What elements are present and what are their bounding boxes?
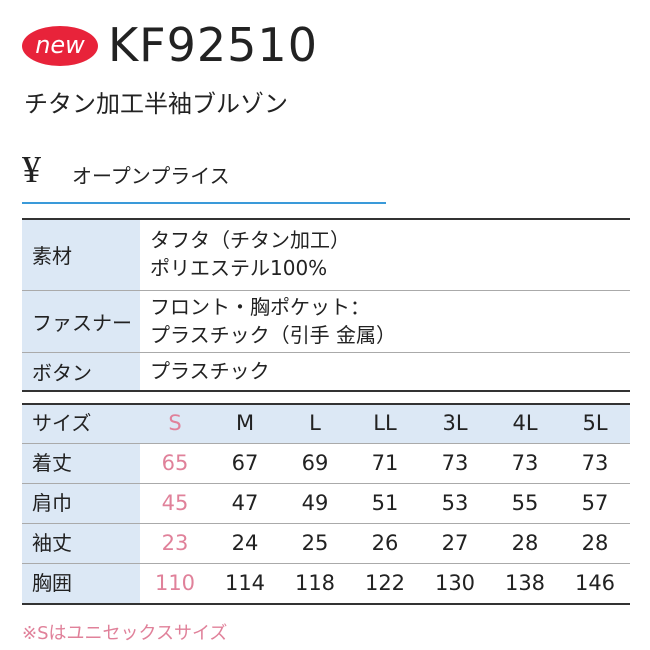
size-row-label: 袖丈 [32, 531, 72, 555]
size-value: 55 [511, 491, 539, 515]
size-value: 73 [581, 451, 609, 475]
size-value: 49 [301, 491, 329, 515]
size-value: 51 [371, 491, 399, 515]
spec-label: ファスナー [22, 290, 140, 352]
spec-value: タフタ（チタン加工） [150, 228, 350, 252]
size-value: 118 [294, 571, 336, 595]
size-value: 53 [441, 491, 469, 515]
product-name: チタン加工半袖ブルゾン [24, 90, 288, 118]
spec-value: プラスチック [150, 359, 270, 383]
size-value: 4L [512, 411, 538, 435]
size-value: 45 [161, 491, 189, 515]
size-value: 23 [161, 531, 189, 555]
size-row-label: 着丈 [32, 451, 72, 475]
size-value: M [235, 411, 255, 435]
size-label-bg [22, 443, 140, 483]
size-value: 28 [511, 531, 539, 555]
size-row-label: 肩巾 [32, 491, 72, 515]
size-value: 57 [581, 491, 609, 515]
size-value: 47 [231, 491, 259, 515]
size-value: 26 [371, 531, 399, 555]
rule [22, 523, 630, 524]
rule [22, 403, 630, 405]
size-value: 130 [434, 571, 476, 595]
spec-value: ポリエステル100% [150, 256, 328, 280]
rule [22, 352, 630, 353]
size-value: 146 [574, 571, 616, 595]
size-value: LL [373, 411, 397, 435]
size-value: 67 [231, 451, 259, 475]
size-value: 28 [581, 531, 609, 555]
size-value: 24 [231, 531, 259, 555]
size-value: 122 [364, 571, 406, 595]
size-value: 27 [441, 531, 469, 555]
spec-value: フロント・胸ポケット： [150, 295, 370, 319]
new-badge: new [22, 26, 98, 66]
size-value: 73 [441, 451, 469, 475]
size-value: S [168, 411, 182, 435]
price-symbol: ¥ [22, 149, 41, 191]
spec-label: 素材 [22, 218, 140, 290]
size-value: 69 [301, 451, 329, 475]
rule [22, 563, 630, 564]
rule [22, 603, 630, 605]
size-label-bg [22, 523, 140, 563]
size-value: 5L [582, 411, 608, 435]
size-label-bg [22, 483, 140, 523]
rule [22, 443, 630, 444]
size-value: 3L [442, 411, 468, 435]
rule [22, 218, 630, 220]
spec-label: ボタン [22, 352, 140, 390]
size-label-bg [22, 563, 140, 603]
price-text: オープンプライス [72, 164, 230, 188]
size-value: 25 [301, 531, 329, 555]
note: ※Sはユニセックスサイズ [22, 623, 228, 644]
spec-value: プラスチック（引手 金属） [150, 323, 396, 347]
size-row-label: 胸囲 [32, 571, 72, 595]
size-value: 138 [504, 571, 546, 595]
size-value: 65 [161, 451, 189, 475]
size-value: 73 [511, 451, 539, 475]
product-code: KF92510 [108, 18, 318, 72]
price-underline [22, 202, 386, 204]
size-value: L [309, 411, 321, 435]
size-row-label: サイズ [32, 411, 92, 435]
size-value: 71 [371, 451, 399, 475]
rule [22, 290, 630, 291]
size-value: 114 [224, 571, 266, 595]
rule [22, 483, 630, 484]
size-header-bg [22, 403, 630, 443]
size-value: 110 [154, 571, 196, 595]
rule [22, 390, 630, 392]
